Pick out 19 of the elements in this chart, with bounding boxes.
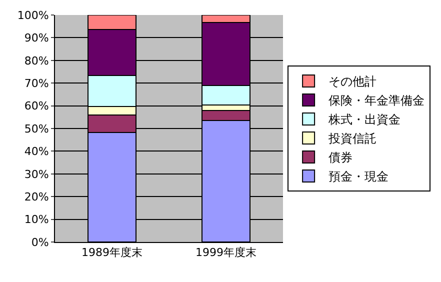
- x-tick-label: 1999年度末: [196, 246, 256, 260]
- legend-label: その他計: [328, 74, 377, 89]
- y-tick-label: 0%: [31, 236, 49, 249]
- legend-label: 預金・現金: [328, 170, 389, 184]
- legend-label: 保険・年金準備金: [328, 94, 425, 108]
- y-tick-label: 60%: [24, 100, 49, 113]
- x-tick-label: 1989年度末: [82, 246, 142, 260]
- y-tick-label: 40%: [24, 145, 49, 158]
- legend-label: 債券: [328, 150, 353, 165]
- y-tick-label: 10%: [24, 213, 49, 226]
- y-tick-label: 50%: [24, 122, 49, 136]
- y-tick-label: 30%: [24, 168, 49, 181]
- legend-label: 株式・出資金: [328, 112, 401, 127]
- legend-label: 投資信託: [328, 132, 377, 146]
- y-tick-label: 100%: [17, 8, 49, 22]
- y-tick-label: 90%: [24, 32, 49, 45]
- y-tick-label: 70%: [24, 76, 49, 90]
- y-tick-label: 20%: [24, 190, 49, 204]
- y-tick-label: 80%: [24, 54, 49, 68]
